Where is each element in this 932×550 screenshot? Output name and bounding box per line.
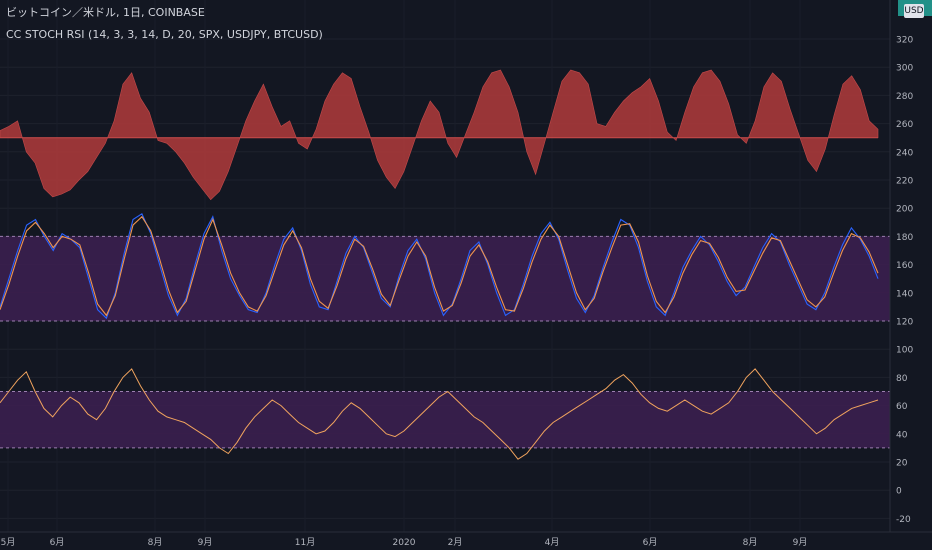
y-tick-label: 120 — [896, 318, 913, 328]
y-tick-label: 100 — [896, 346, 913, 356]
y-tick-label: 220 — [896, 177, 913, 187]
area-series — [0, 69, 879, 201]
stoch-band — [0, 236, 890, 321]
symbol-title: ビットコイン／米ドル, 1日, COINBASE — [6, 6, 205, 19]
indicator-title: CC STOCH RSI (14, 3, 3, 14, D, 20, SPX, … — [6, 28, 323, 41]
y-tick-label: 40 — [896, 430, 908, 440]
y-tick-label: 20 — [896, 459, 908, 469]
x-tick-label: 9月 — [793, 537, 808, 548]
y-tick-label: 0 — [896, 487, 902, 497]
area-panel — [0, 69, 879, 201]
y-tick-label: 240 — [896, 148, 913, 158]
x-tick-label: 2020 — [393, 538, 416, 548]
stoch-rsi-panel — [0, 212, 890, 322]
y-tick-label: -20 — [896, 515, 911, 525]
x-tick-label: 9月 — [198, 537, 213, 548]
y-tick-label: 200 — [896, 205, 913, 215]
rsi-panel — [0, 368, 890, 460]
y-tick-label: 280 — [896, 92, 913, 102]
y-tick-label: 320 — [896, 36, 913, 46]
currency-badge[interactable]: USD — [904, 4, 924, 18]
price-axis[interactable]: 3203002802602402202001801601401201008060… — [889, 0, 913, 532]
y-tick-label: 60 — [896, 402, 908, 412]
y-tick-label: 260 — [896, 120, 913, 130]
stoch-series-d — [0, 215, 879, 317]
y-tick-label: 300 — [896, 64, 913, 74]
rsi-series — [0, 368, 879, 460]
x-tick-label: 4月 — [545, 537, 560, 548]
x-tick-label: 2月 — [448, 537, 463, 548]
x-tick-label: 11月 — [295, 537, 315, 548]
y-tick-label: 180 — [896, 233, 913, 243]
x-tick-label: 8月 — [148, 537, 163, 548]
x-tick-label: 8月 — [743, 537, 758, 548]
x-tick-label: 6月 — [50, 537, 65, 548]
x-tick-label: 5月 — [1, 537, 16, 548]
rsi-band — [0, 391, 890, 448]
time-axis[interactable]: 5月 6月 8月 9月 11月 2020 2月 4月 6月 8月 9月 — [0, 531, 932, 548]
x-tick-label: 6月 — [643, 537, 658, 548]
y-tick-label: 80 — [896, 374, 908, 384]
y-tick-label: 160 — [896, 261, 913, 271]
y-tick-label: 140 — [896, 289, 913, 299]
